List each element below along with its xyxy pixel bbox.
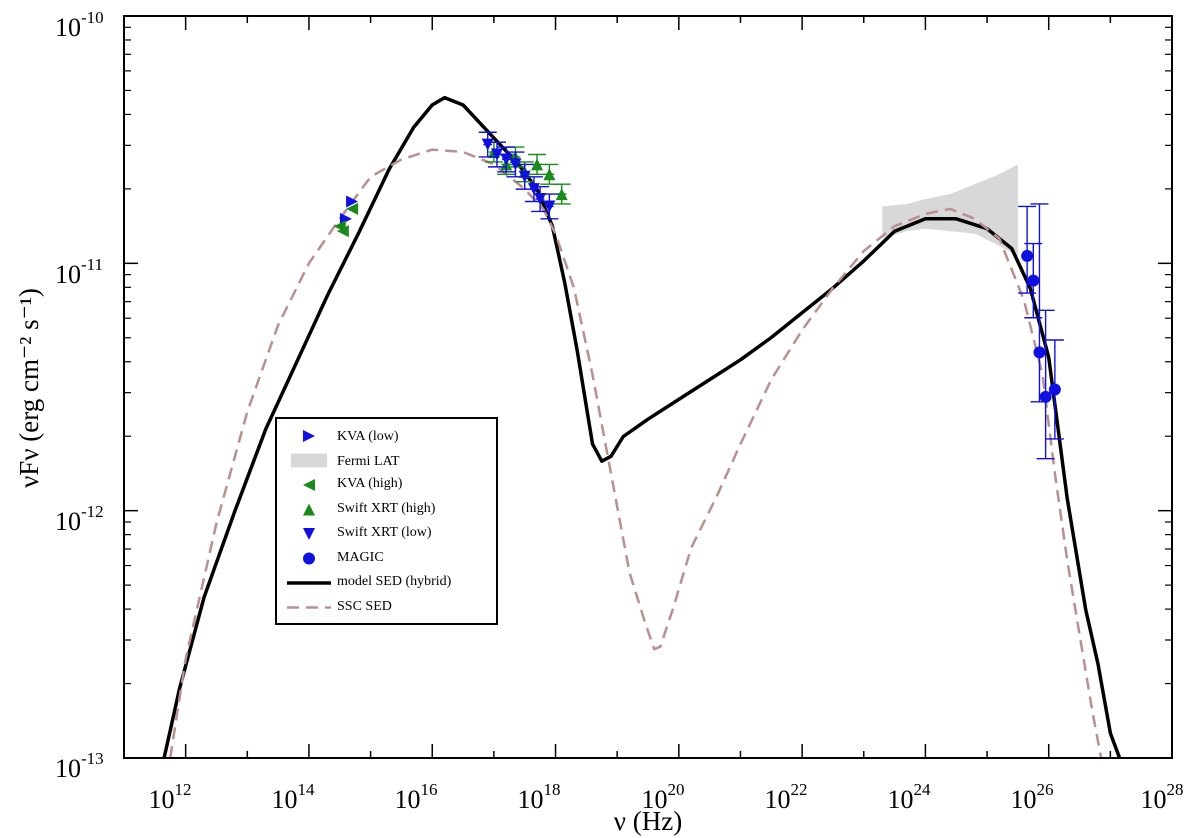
y-tick-label: 10-11 bbox=[55, 255, 103, 289]
x-tick-label: 1018 bbox=[518, 780, 561, 814]
swift-xrt-low-point bbox=[534, 193, 547, 206]
swift-xrt-high-point bbox=[555, 188, 568, 201]
magic-point bbox=[1048, 383, 1061, 396]
x-tick-labels: 1012 1014 1016 1018 1020 1022 1024 1026 … bbox=[149, 780, 1184, 814]
legend-icon bbox=[303, 503, 315, 516]
magic-point bbox=[1027, 274, 1040, 287]
x-tick-label: 1028 bbox=[1141, 780, 1184, 814]
swift-xrt-low-point bbox=[490, 148, 503, 161]
legend-label: MAGIC bbox=[337, 550, 384, 565]
y-tick-label: 10-12 bbox=[55, 502, 104, 536]
magic-point bbox=[1033, 346, 1046, 359]
swift-xrt-low-point bbox=[500, 153, 513, 166]
data-points-layer bbox=[333, 131, 1064, 460]
swift-xrt-low-point bbox=[543, 200, 556, 213]
x-tick-label: 1016 bbox=[395, 780, 438, 814]
legend-label: KVA (low) bbox=[337, 429, 399, 444]
legend-icons bbox=[287, 430, 331, 609]
model-sed-hybrid-line bbox=[162, 95, 1122, 758]
axis-ticks bbox=[123, 15, 1173, 759]
legend-box bbox=[275, 417, 498, 625]
x-tick-label: 1022 bbox=[765, 780, 808, 814]
x-tick-label: 1026 bbox=[1011, 780, 1054, 814]
legend-label: Swift XRT (low) bbox=[337, 525, 432, 540]
x-tick-label: 1020 bbox=[642, 780, 685, 814]
legend-icon bbox=[291, 453, 327, 468]
legend-label: Swift XRT (high) bbox=[337, 501, 436, 516]
x-axis-title: ν (Hz) bbox=[614, 806, 682, 836]
kva-high-point bbox=[346, 202, 359, 215]
ssc-sed-line bbox=[168, 148, 1103, 758]
swift-xrt-low-point bbox=[509, 158, 522, 171]
kva-low-point bbox=[346, 195, 359, 208]
x-tick-label: 1014 bbox=[272, 780, 316, 814]
magic-point bbox=[1021, 249, 1034, 262]
legend-label: Fermi LAT bbox=[337, 454, 400, 469]
legend-label: KVA (high) bbox=[337, 476, 403, 491]
legend: KVA (low) Fermi LAT KVA (high) Swift XRT… bbox=[275, 417, 498, 625]
plot-frame bbox=[123, 15, 1173, 759]
legend-icon bbox=[303, 479, 315, 491]
legend-icon bbox=[303, 552, 315, 565]
swift-xrt-low-point bbox=[518, 170, 531, 183]
legend-label: model SED (hybrid) bbox=[337, 574, 452, 589]
kva-high-point bbox=[336, 225, 349, 238]
y-tick-labels: 10-10 10-11 10-12 10-13 bbox=[55, 8, 104, 783]
legend-icon bbox=[303, 528, 315, 540]
y-axis-title: νFν (erg cm⁻² s⁻¹) bbox=[14, 288, 44, 488]
legend-icon bbox=[303, 430, 315, 442]
legend-label: SSC SED bbox=[337, 599, 392, 614]
magic-point bbox=[1039, 390, 1052, 403]
x-tick-label: 1024 bbox=[888, 780, 932, 814]
swift-xrt-high-point bbox=[531, 158, 544, 171]
swift-xrt-high-point bbox=[543, 168, 556, 181]
y-tick-label: 10-10 bbox=[55, 8, 104, 42]
model-lines-layer bbox=[162, 95, 1122, 758]
kva-high-point bbox=[333, 220, 346, 233]
x-tick-label: 1012 bbox=[149, 780, 192, 814]
y-tick-label: 10-13 bbox=[55, 749, 104, 783]
